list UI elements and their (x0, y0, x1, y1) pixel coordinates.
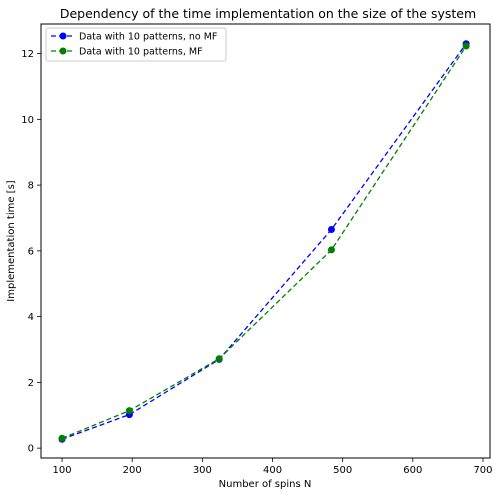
series-line-2 (61, 45, 467, 439)
x-tick-label: 100 (53, 465, 72, 476)
plot-frame (40, 23, 491, 459)
x-tick-label: 500 (333, 465, 352, 476)
series-1-point (327, 225, 335, 233)
series-2-point (215, 355, 223, 363)
x-tick-label: 200 (123, 465, 142, 476)
y-axis-label: Implementation time [s] (6, 180, 17, 301)
legend-swatch-marker (59, 47, 67, 55)
chart-title: Dependency of the time implementation on… (60, 6, 476, 21)
legend-label: Data with 10 patterns, MF (79, 47, 203, 58)
x-tick-label: 300 (193, 465, 212, 476)
y-tick-label: 4 (28, 312, 34, 323)
y-tick-label: 8 (28, 181, 34, 192)
series-line-1 (61, 43, 467, 440)
y-tick-label: 2 (28, 378, 34, 389)
series-2-point (125, 407, 133, 415)
series-2-point (58, 434, 66, 442)
x-tick-label: 700 (473, 465, 492, 476)
x-axis-label: Number of spins N (219, 479, 312, 490)
series-2-point (462, 42, 470, 50)
x-axis: 100 200 300 400 500 600 700 (53, 458, 493, 476)
legend-swatch-marker (59, 32, 67, 40)
y-tick-label: 0 (28, 444, 34, 455)
series-layer (58, 40, 470, 443)
x-tick-label: 600 (403, 465, 422, 476)
legend-label: Data with 10 patterns, no MF (79, 32, 217, 43)
legend-box (45, 27, 227, 62)
x-tick-label: 400 (263, 465, 282, 476)
y-tick-label: 6 (28, 246, 34, 257)
y-axis: 0 2 4 6 8 10 12 (21, 49, 41, 455)
legend: Data with 10 patterns, no MF Data with 10… (45, 27, 227, 62)
y-tick-label: 10 (21, 115, 34, 126)
y-tick-label: 12 (21, 49, 34, 60)
series-2-point (327, 246, 335, 254)
